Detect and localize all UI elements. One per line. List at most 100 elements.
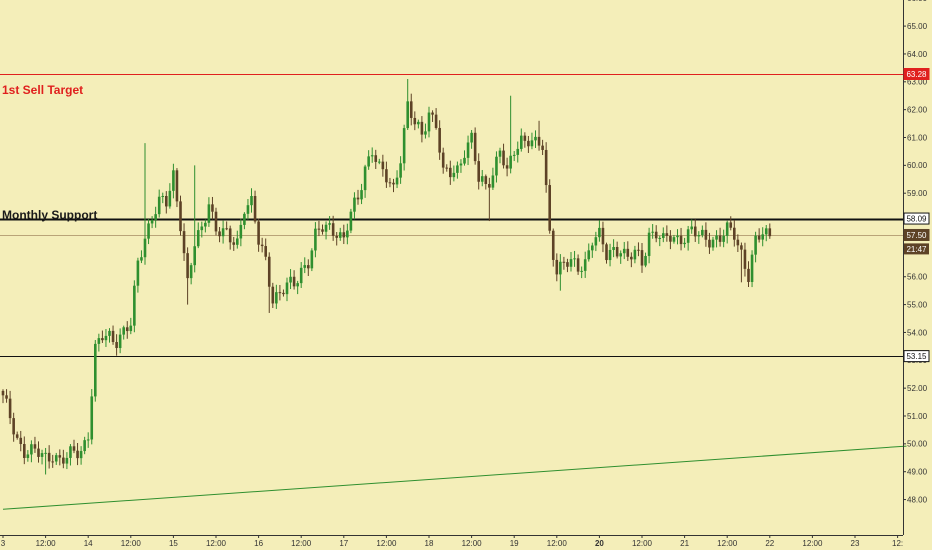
candle[interactable] xyxy=(697,231,701,244)
candle[interactable] xyxy=(459,159,463,173)
candle[interactable] xyxy=(580,266,583,279)
candle[interactable] xyxy=(182,223,186,261)
candle[interactable] xyxy=(65,452,69,470)
candle[interactable] xyxy=(54,452,58,465)
candle[interactable] xyxy=(683,237,686,248)
candle[interactable] xyxy=(484,174,488,190)
candle[interactable] xyxy=(395,170,399,189)
candle[interactable] xyxy=(370,147,374,163)
candle[interactable] xyxy=(402,124,406,171)
candle[interactable] xyxy=(267,252,271,313)
candle[interactable] xyxy=(633,245,637,264)
candle[interactable] xyxy=(58,449,62,466)
candle[interactable] xyxy=(349,208,353,234)
candle[interactable] xyxy=(388,177,392,188)
candle[interactable] xyxy=(690,219,693,234)
candle[interactable] xyxy=(328,216,331,230)
candle[interactable] xyxy=(523,132,527,148)
candle[interactable] xyxy=(282,289,285,297)
candle[interactable] xyxy=(527,135,530,153)
candle[interactable] xyxy=(353,192,356,220)
candle[interactable] xyxy=(83,436,86,455)
candle[interactable] xyxy=(122,325,125,340)
candle[interactable] xyxy=(115,334,118,356)
candle[interactable] xyxy=(750,250,754,288)
candle[interactable] xyxy=(94,340,97,402)
candle[interactable] xyxy=(576,254,580,275)
candle[interactable] xyxy=(630,252,633,268)
candle[interactable] xyxy=(97,333,101,352)
candle[interactable] xyxy=(125,321,129,339)
candle[interactable] xyxy=(722,229,725,248)
candle[interactable] xyxy=(651,224,654,239)
candle[interactable] xyxy=(8,390,12,425)
candle[interactable] xyxy=(381,154,385,177)
candle[interactable] xyxy=(512,151,516,162)
candle[interactable] xyxy=(757,228,761,243)
candle[interactable] xyxy=(573,250,576,267)
candle[interactable] xyxy=(693,219,697,242)
candle[interactable] xyxy=(23,436,26,465)
candle[interactable] xyxy=(104,329,108,347)
candle[interactable] xyxy=(338,227,342,241)
candle[interactable] xyxy=(764,224,768,242)
candle[interactable] xyxy=(246,198,250,220)
candle[interactable] xyxy=(374,149,378,169)
candle[interactable] xyxy=(637,242,640,257)
candle[interactable] xyxy=(647,227,651,264)
candle[interactable] xyxy=(118,328,122,354)
candle[interactable] xyxy=(392,178,395,193)
candle[interactable] xyxy=(509,95,512,174)
candle[interactable] xyxy=(669,230,672,250)
candle[interactable] xyxy=(473,127,477,165)
candle[interactable] xyxy=(466,135,470,166)
candle[interactable] xyxy=(33,436,37,453)
candle[interactable] xyxy=(101,330,104,343)
candle[interactable] xyxy=(761,227,764,247)
candle[interactable] xyxy=(250,188,253,213)
candle[interactable] xyxy=(12,412,15,442)
candle[interactable] xyxy=(275,284,278,309)
ascending-trendline[interactable] xyxy=(2,445,907,510)
candle[interactable] xyxy=(434,108,438,130)
candle[interactable] xyxy=(733,219,736,247)
candle[interactable] xyxy=(239,218,243,247)
candle[interactable] xyxy=(537,120,541,151)
candle[interactable] xyxy=(704,222,708,247)
candle[interactable] xyxy=(495,151,498,183)
candle[interactable] xyxy=(520,128,523,152)
candle[interactable] xyxy=(445,164,449,172)
candle[interactable] xyxy=(594,231,598,252)
candle[interactable] xyxy=(725,220,729,244)
candle[interactable] xyxy=(548,179,551,234)
candle[interactable] xyxy=(271,282,275,309)
candle[interactable] xyxy=(193,165,196,273)
candle[interactable] xyxy=(260,237,264,253)
candle[interactable] xyxy=(5,389,8,403)
candle[interactable] xyxy=(541,139,544,156)
candle[interactable] xyxy=(456,161,459,179)
candle[interactable] xyxy=(72,439,76,454)
candle[interactable] xyxy=(189,262,193,285)
candle[interactable] xyxy=(257,218,260,252)
candle[interactable] xyxy=(566,258,569,273)
candle[interactable] xyxy=(168,183,172,209)
candle[interactable] xyxy=(172,163,175,199)
candle[interactable] xyxy=(40,449,44,465)
candle[interactable] xyxy=(314,222,317,258)
candle[interactable] xyxy=(200,221,204,238)
candle[interactable] xyxy=(108,328,111,343)
candle[interactable] xyxy=(147,219,150,245)
candle[interactable] xyxy=(221,220,225,244)
candle[interactable] xyxy=(605,242,608,264)
candle[interactable] xyxy=(452,165,456,182)
candle[interactable] xyxy=(516,141,520,163)
candle[interactable] xyxy=(569,251,573,272)
candle[interactable] xyxy=(225,221,228,231)
candle[interactable] xyxy=(143,143,147,265)
candle[interactable] xyxy=(211,196,214,220)
candle[interactable] xyxy=(463,150,466,166)
candle[interactable] xyxy=(207,197,211,227)
candle[interactable] xyxy=(406,79,409,131)
